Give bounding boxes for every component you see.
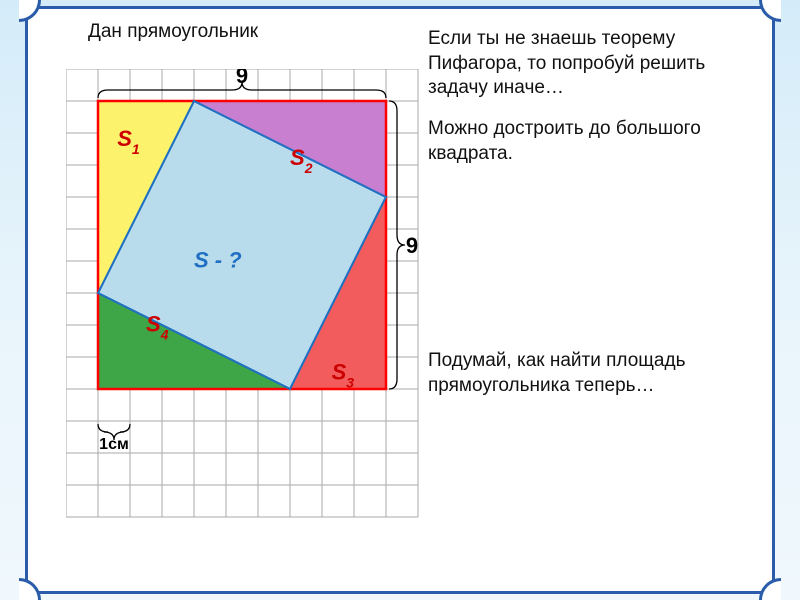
slide-frame: Дан прямоугольник Если ты не знаешь теор… — [25, 6, 775, 594]
content-area: Дан прямоугольник Если ты не знаешь теор… — [28, 9, 772, 591]
svg-text:9: 9 — [406, 233, 418, 258]
title-text: Дан прямоугольник — [88, 21, 258, 43]
paragraph-3: Подумай, как найти площадь прямоугольник… — [428, 349, 758, 398]
svg-text:S - ?: S - ? — [194, 247, 242, 272]
diagram-area: 991смS1S2S3S4S - ? — [66, 69, 418, 549]
svg-text:1см: 1см — [99, 436, 129, 453]
paragraph-2: Можно достроить до большого квадрата. — [428, 117, 758, 166]
diagram-svg: 991смS1S2S3S4S - ? — [66, 69, 426, 559]
svg-text:9: 9 — [236, 69, 248, 88]
paragraph-1: Если ты не знаешь теорему Пифагора, то п… — [428, 27, 758, 101]
